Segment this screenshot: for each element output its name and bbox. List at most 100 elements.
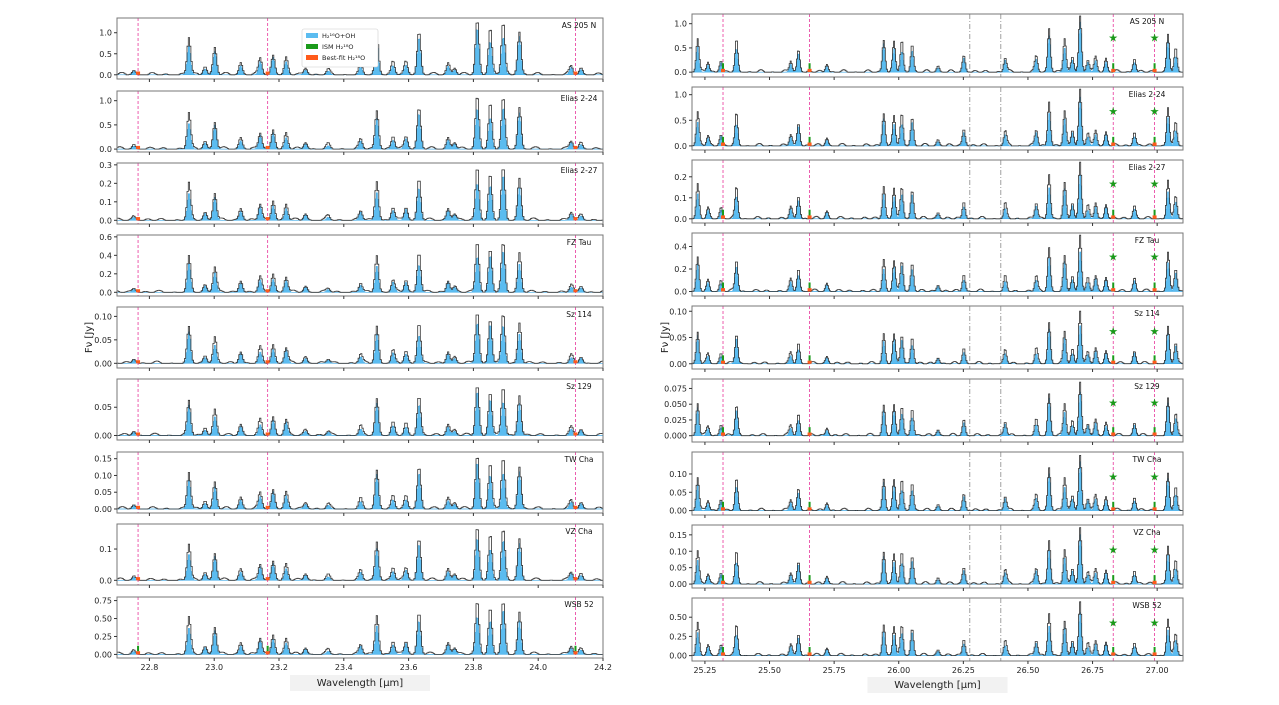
chart-2: ★ ★0.00.51.0 AS 205 N★ ★0.00.51.0 Elias 2-24… <box>660 13 1184 693</box>
panel-frame <box>116 90 604 153</box>
panel-label: Elias 2-24 <box>561 94 598 103</box>
best-fit-h2-18o-feature <box>1152 360 1157 364</box>
best-fit-h2-18o-feature <box>1152 288 1157 292</box>
best-fit-h2-18o-feature <box>573 289 578 293</box>
ism-h2-18o-feature <box>1112 63 1115 69</box>
ism-h2-18o-feature <box>1153 282 1156 289</box>
best-fit-h2-18o-feature <box>265 71 270 75</box>
panel-label: WSB 52 <box>564 600 593 609</box>
panel-label: FZ Tau <box>1135 236 1160 245</box>
observed-spectrum <box>692 88 1183 147</box>
y-tick-label: 0.4 <box>99 251 112 260</box>
ism-h2-18o-feature <box>1112 575 1115 581</box>
x-tick-label: 26.50 <box>1016 666 1039 675</box>
model-h2o-oh-fill <box>117 108 603 150</box>
ism-h2-18o-feature <box>722 63 725 69</box>
y-tick-label: 0.2 <box>99 270 112 279</box>
legend-swatch <box>306 44 318 49</box>
y-tick-label: 0.075 <box>664 384 687 393</box>
plot-area <box>117 91 603 152</box>
x-tick-label: 26.00 <box>887 666 910 675</box>
panel-label: Sz 114 <box>566 310 592 319</box>
y-tick-label: 0.0 <box>99 145 112 154</box>
star-marker: ★ <box>1108 325 1118 338</box>
y-tick-label: 0.10 <box>669 547 687 556</box>
ism-h2-18o-feature <box>722 427 725 433</box>
best-fit-h2-18o-feature <box>265 217 270 221</box>
panel-sz-129: 0.00 0.05 Sz 129 <box>94 378 604 443</box>
observed-spectrum <box>692 234 1183 292</box>
y-tick-label: 0.5 <box>99 121 112 130</box>
panel-label: VZ Cha <box>565 527 592 536</box>
best-fit-h2-18o-feature <box>1152 652 1157 656</box>
star-marker: ★ <box>1108 178 1118 191</box>
plot-area <box>117 235 603 296</box>
model-h2o-oh-fill <box>117 392 603 436</box>
model-h2o-oh-fill <box>117 251 603 293</box>
observed-spectrum <box>117 22 603 76</box>
best-fit-h2-18o-feature <box>807 652 812 656</box>
y-tick-label: 0.15 <box>669 531 687 540</box>
star-marker: ★ <box>1108 105 1118 118</box>
plot-area: ★ ★ <box>692 87 1183 150</box>
y-tick-label: 0.05 <box>669 564 687 573</box>
panel-label: Sz 114 <box>1134 309 1160 318</box>
best-fit-h2-18o-feature <box>1152 215 1157 219</box>
observed-spectrum <box>692 161 1183 220</box>
best-fit-h2-18o-feature <box>1111 432 1116 436</box>
best-fit-h2-18o-feature <box>573 145 578 150</box>
panel-frame <box>116 378 604 441</box>
y-tick-label: 0.2 <box>99 179 112 188</box>
best-fit-h2-18o-feature <box>265 289 270 293</box>
y-tick-label: 0.0 <box>674 68 687 77</box>
y-tick-label: 0.4 <box>674 243 687 252</box>
ism-h2-18o-feature <box>1153 501 1156 508</box>
observed-spectrum <box>117 169 603 221</box>
best-fit-h2-18o-feature <box>1152 432 1157 436</box>
best-fit-h2-18o-feature <box>136 71 141 75</box>
panel-elias-2-27: 0.0 0.1 0.2 0.3 Elias 2-27 <box>99 161 604 227</box>
best-fit-h2-18o-feature <box>265 432 270 436</box>
y-tick-label: 0.6 <box>99 233 112 242</box>
y-axis-label: Fν [Jy] <box>660 322 671 353</box>
best-fit-h2-18o-feature <box>807 432 812 436</box>
best-fit-h2-18o-feature <box>265 505 270 509</box>
x-axis-label: Wavelength [μm] <box>894 680 981 691</box>
x-label-bg <box>867 677 1008 693</box>
ism-h2-18o-feature <box>266 645 269 652</box>
best-fit-h2-18o-feature <box>721 580 726 585</box>
y-axis-label: Fν [Jy] <box>84 322 95 353</box>
best-fit-h2-18o-feature <box>265 651 270 655</box>
panel-frame <box>691 13 1184 78</box>
model-h2o-oh-fill <box>117 539 603 581</box>
ism-h2-18o-feature <box>1153 136 1156 143</box>
y-tick-label: 0.10 <box>669 307 687 316</box>
panel-frame <box>116 162 604 225</box>
legend-label: ISM H₂¹⁸O <box>322 43 354 51</box>
best-fit-h2-18o-feature <box>136 360 141 364</box>
y-tick-label: 0.10 <box>669 470 687 479</box>
observed-spectrum <box>117 97 603 150</box>
x-tick-label: 23.4 <box>335 663 353 672</box>
best-fit-h2-18o-feature <box>807 288 812 292</box>
y-tick-label: 0.5 <box>674 44 687 53</box>
observed-spectrum <box>692 601 1183 656</box>
x-tick-label: 26.75 <box>1081 666 1104 675</box>
plot-area <box>117 524 603 585</box>
legend: H₂¹⁶O+OH ISM H₂¹⁸O Best-fit H₂¹⁸O <box>301 28 379 68</box>
x-tick-label: 23.2 <box>270 663 288 672</box>
y-tick-label: 0.0 <box>674 142 687 151</box>
plot-area: ★ ★ <box>692 525 1183 588</box>
y-tick-label: 0.00 <box>669 652 687 661</box>
plot-area <box>117 452 603 513</box>
ism-h2-18o-feature <box>722 355 725 361</box>
panel-frame <box>691 232 1184 297</box>
star-marker: ★ <box>1150 32 1160 45</box>
observed-spectrum <box>117 529 603 581</box>
best-fit-h2-18o-feature <box>807 507 812 511</box>
ism-h2-18o-feature <box>1153 647 1156 653</box>
x-tick-label: 25.25 <box>693 666 716 675</box>
y-tick-label: 0.1 <box>99 198 112 207</box>
panel-label: TW Cha <box>564 455 594 464</box>
